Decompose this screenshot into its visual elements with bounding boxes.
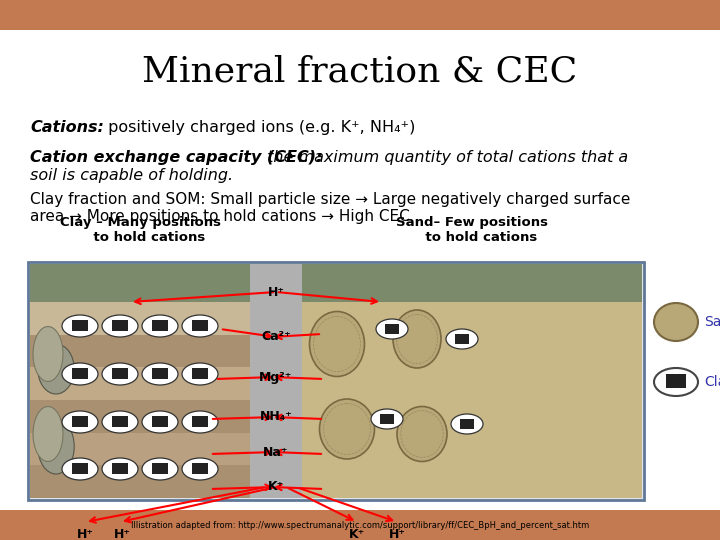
Bar	[72, 463, 88, 474]
Text: area → More positions to hold cations → High CEC: area → More positions to hold cations → …	[30, 208, 410, 224]
Ellipse shape	[654, 303, 698, 341]
Bar	[250, 264, 302, 498]
Ellipse shape	[376, 319, 408, 339]
Bar	[0, 0, 720, 30]
Bar	[112, 416, 128, 427]
Bar	[30, 335, 250, 367]
Text: Cations:: Cations:	[30, 120, 104, 134]
Bar	[30, 433, 250, 465]
Ellipse shape	[102, 315, 138, 337]
Bar	[460, 419, 474, 429]
Text: positively charged ions (e.g. K⁺, NH₄⁺): positively charged ions (e.g. K⁺, NH₄⁺)	[103, 120, 415, 134]
Text: Ca²⁺: Ca²⁺	[261, 330, 291, 343]
Ellipse shape	[371, 409, 403, 429]
Text: Mg²⁺: Mg²⁺	[259, 370, 293, 383]
Ellipse shape	[102, 363, 138, 385]
Ellipse shape	[62, 458, 98, 480]
Bar	[30, 264, 250, 302]
Ellipse shape	[142, 315, 178, 337]
Text: the maximum quantity of total cations that a: the maximum quantity of total cations th…	[262, 150, 628, 165]
Bar	[112, 320, 128, 331]
Bar	[192, 368, 208, 379]
Bar	[72, 320, 88, 331]
Text: K⁺: K⁺	[268, 481, 284, 494]
Ellipse shape	[397, 407, 447, 462]
Text: H⁺: H⁺	[389, 528, 405, 540]
Ellipse shape	[33, 327, 63, 381]
Text: H⁺: H⁺	[268, 286, 284, 299]
Bar	[192, 463, 208, 474]
Text: Clay fraction and SOM: Small particle size → Large negatively charged surface: Clay fraction and SOM: Small particle si…	[30, 192, 631, 207]
Text: NH₄⁺: NH₄⁺	[260, 410, 292, 423]
Text: Sand– Few positions
    to hold cations: Sand– Few positions to hold cations	[396, 216, 548, 244]
Ellipse shape	[182, 315, 218, 337]
Text: Clay – Many positions
    to hold cations: Clay – Many positions to hold cations	[60, 216, 220, 244]
Text: Mineral fraction & CEC: Mineral fraction & CEC	[143, 55, 577, 89]
Bar	[192, 320, 208, 331]
Bar	[192, 416, 208, 427]
Ellipse shape	[654, 368, 698, 396]
Text: soil is capable of holding.: soil is capable of holding.	[30, 168, 233, 183]
Bar	[152, 320, 168, 331]
Text: Illistration adapted from: http://www.spectrumanalytic.com/support/library/ff/CE: Illistration adapted from: http://www.sp…	[131, 521, 589, 530]
Ellipse shape	[102, 411, 138, 433]
Ellipse shape	[182, 411, 218, 433]
Bar	[72, 368, 88, 379]
Bar	[30, 367, 250, 400]
Bar	[112, 368, 128, 379]
Text: H⁺: H⁺	[76, 528, 94, 540]
Bar	[455, 334, 469, 344]
Bar	[666, 374, 686, 388]
Ellipse shape	[62, 315, 98, 337]
Bar	[152, 463, 168, 474]
Ellipse shape	[102, 458, 138, 480]
Bar	[302, 302, 642, 498]
Text: Na⁺: Na⁺	[264, 446, 289, 458]
Bar	[380, 414, 394, 424]
Bar	[30, 400, 250, 433]
Ellipse shape	[33, 407, 63, 462]
Bar	[302, 264, 642, 302]
Ellipse shape	[182, 458, 218, 480]
Text: Sand: Sand	[704, 315, 720, 329]
Ellipse shape	[142, 458, 178, 480]
Ellipse shape	[62, 363, 98, 385]
Bar	[385, 324, 399, 334]
Bar	[30, 465, 250, 498]
Text: H⁺: H⁺	[114, 528, 130, 540]
Ellipse shape	[142, 411, 178, 433]
Ellipse shape	[142, 363, 178, 385]
Ellipse shape	[446, 329, 478, 349]
Text: Clay: Clay	[704, 375, 720, 389]
Ellipse shape	[320, 399, 374, 459]
Ellipse shape	[310, 312, 364, 376]
Bar	[152, 416, 168, 427]
Bar	[0, 510, 720, 540]
Bar	[72, 416, 88, 427]
Bar	[30, 302, 250, 335]
Ellipse shape	[182, 363, 218, 385]
Ellipse shape	[37, 344, 74, 394]
Text: K⁺: K⁺	[349, 528, 365, 540]
Ellipse shape	[62, 411, 98, 433]
Bar	[28, 262, 644, 500]
Ellipse shape	[451, 414, 483, 434]
Text: Cation exchange capacity (CEC):: Cation exchange capacity (CEC):	[30, 150, 323, 165]
Ellipse shape	[37, 419, 74, 474]
Bar	[112, 463, 128, 474]
Ellipse shape	[393, 310, 441, 368]
Bar	[152, 368, 168, 379]
